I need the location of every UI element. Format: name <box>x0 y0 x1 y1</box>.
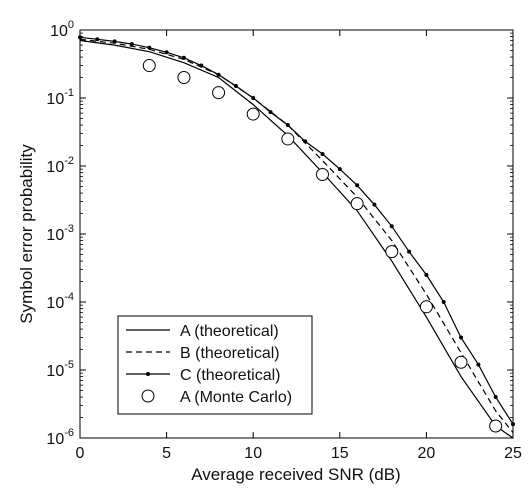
y-tick-label: 10-2 <box>46 155 74 176</box>
series-point <box>216 72 221 77</box>
series-point <box>337 167 342 172</box>
series-point <box>181 55 186 60</box>
monte-carlo-marker <box>419 300 433 314</box>
series-point <box>268 110 273 115</box>
monte-carlo-marker <box>315 167 329 181</box>
series-point <box>199 63 204 68</box>
monte-carlo-marker <box>489 419 503 433</box>
series-point <box>112 39 117 44</box>
series-point <box>459 335 464 340</box>
series-point <box>95 37 100 42</box>
legend-marker-dot <box>146 372 150 376</box>
series-point <box>493 395 498 400</box>
series-point <box>355 183 360 188</box>
ticks-layer: 0 5 10 15 20 25 100 10-1 10-2 10-3 10-4 10-5 10-6 <box>46 19 522 462</box>
monte-carlo-marker <box>454 355 468 369</box>
x-tick-label: 10 <box>244 445 262 462</box>
series-point <box>233 84 238 89</box>
x-axis-label: Average received SNR (dB) <box>191 465 400 484</box>
legend-label: A (theoretical) <box>180 323 279 340</box>
series-1 <box>79 39 514 439</box>
x-tick-label: 25 <box>504 445 522 462</box>
x-tick-label: 15 <box>331 445 349 462</box>
series-point <box>389 224 394 229</box>
legend-item: A (Monte Carlo) <box>141 389 292 406</box>
series-point <box>407 249 412 254</box>
y-tick-label: 10-1 <box>46 87 74 108</box>
series-point <box>424 272 429 277</box>
series-point <box>303 139 308 144</box>
monte-carlo-marker <box>385 245 399 259</box>
x-tick-label: 5 <box>162 445 171 462</box>
monte-carlo-marker <box>246 107 260 121</box>
legend-marker-circle <box>141 389 155 403</box>
series-line <box>79 39 514 439</box>
series-line <box>79 36 514 425</box>
monte-carlo-marker <box>212 86 226 100</box>
x-tick-label: 20 <box>418 445 436 462</box>
series-point <box>441 300 446 304</box>
series-point <box>476 362 481 367</box>
y-tick-label: 10-3 <box>46 223 74 244</box>
legend-label: C (theoretical) <box>180 367 280 384</box>
series-point <box>129 42 134 47</box>
series-point <box>164 50 169 55</box>
legend-item: B (theoretical) <box>126 345 280 362</box>
legend: A (theoretical) B (theoretical) C (theoret… <box>117 315 313 415</box>
monte-carlo-marker <box>350 197 364 211</box>
series-point <box>251 96 256 100</box>
monte-carlo-marker <box>177 71 191 85</box>
legend-label: B (theoretical) <box>180 345 280 362</box>
monte-carlo-marker <box>281 132 295 146</box>
legend-item: A (theoretical) <box>126 323 279 340</box>
y-tick-label: 100 <box>50 19 74 40</box>
series-point <box>147 45 152 50</box>
legend-item: C (theoretical) <box>126 367 280 384</box>
x-tick-label: 0 <box>76 445 85 462</box>
series-3 <box>78 35 515 427</box>
monte-carlo-marker <box>142 59 156 73</box>
y-tick-label: 10-5 <box>46 359 74 380</box>
series-point <box>285 123 290 128</box>
series-point <box>511 422 515 427</box>
y-tick-label: 10-6 <box>46 427 74 448</box>
series-4 <box>142 59 503 433</box>
series-point <box>320 152 325 157</box>
series-point <box>372 202 377 207</box>
legend-label: A (Monte Carlo) <box>180 389 292 406</box>
y-axis-label: Symbol error probability <box>17 144 36 324</box>
y-tick-label: 10-4 <box>46 291 74 312</box>
series-layer <box>78 35 515 439</box>
